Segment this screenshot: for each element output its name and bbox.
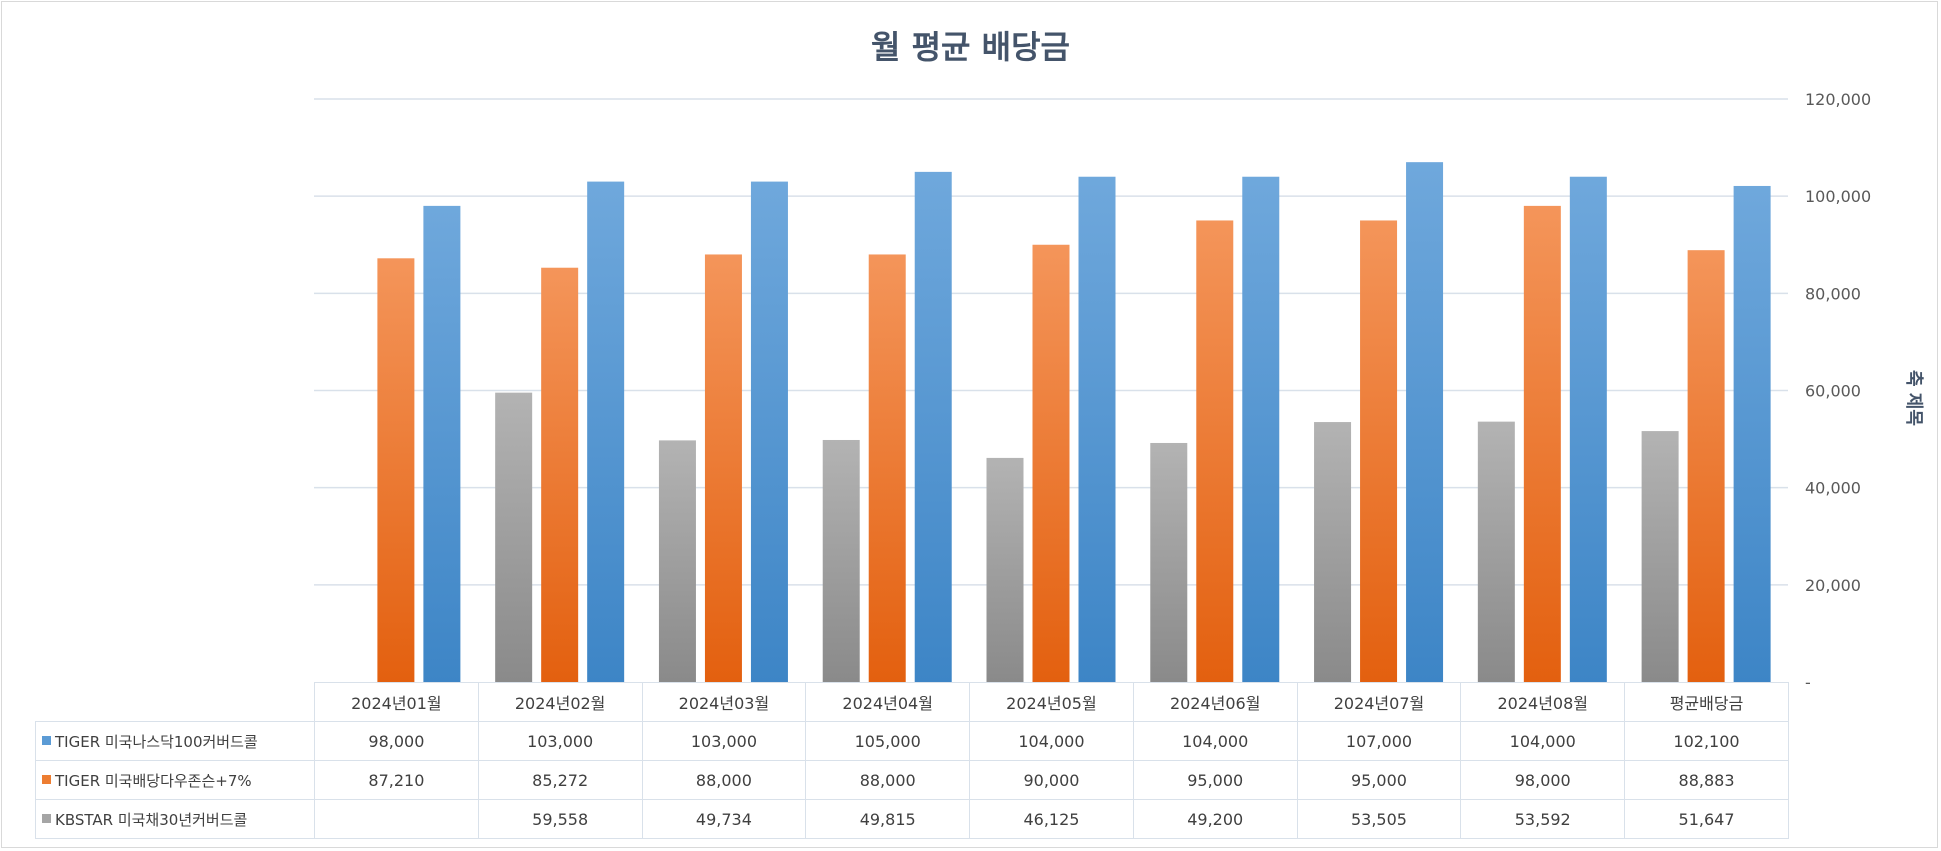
y-tick-label: 40,000 bbox=[1805, 479, 1861, 498]
data-label: 88,000 bbox=[641, 760, 807, 800]
bar-series-1-5 bbox=[1196, 220, 1234, 683]
data-label: 49,815 bbox=[805, 799, 971, 839]
data-label: 104,000 bbox=[1132, 721, 1298, 761]
y-tick-label: 100,000 bbox=[1805, 187, 1871, 206]
table-row: KBSTAR 미국채30년커버드콜 59,558 49,734 49,815 46,12… bbox=[35, 799, 1789, 839]
legend-swatch bbox=[42, 774, 51, 784]
data-label: 105,000 bbox=[805, 721, 971, 761]
bar-series-1-2 bbox=[704, 254, 742, 682]
y-tick-label: 80,000 bbox=[1805, 284, 1861, 303]
bar-series-0-6 bbox=[1406, 162, 1444, 683]
data-label: 85,272 bbox=[477, 760, 643, 800]
x-tick-label: 2024년04월 bbox=[805, 682, 971, 722]
bar-series-0-3 bbox=[914, 171, 952, 682]
x-tick-label: 2024년05월 bbox=[969, 682, 1134, 722]
bar-series-2-6 bbox=[1314, 422, 1352, 682]
data-label: 103,000 bbox=[641, 721, 807, 761]
bar-series-2-8 bbox=[1641, 431, 1679, 682]
legend-entry: TIGER 미국나스닥100커버드콜 bbox=[35, 721, 315, 761]
bar-series-0-1 bbox=[587, 181, 625, 682]
y-tick-label: 60,000 bbox=[1805, 382, 1861, 401]
data-label: 104,000 bbox=[969, 721, 1134, 761]
bar-series-1-1 bbox=[541, 267, 579, 682]
data-label: 98,000 bbox=[314, 721, 479, 761]
bar-series-1-7 bbox=[1523, 205, 1561, 682]
data-label: 49,734 bbox=[641, 799, 807, 839]
x-tick-label: 2024년03월 bbox=[641, 682, 807, 722]
bar-series-0-8 bbox=[1733, 185, 1771, 682]
x-tick-label: 2024년07월 bbox=[1296, 682, 1462, 722]
chart-title: 월 평균 배당금 bbox=[871, 28, 1070, 66]
bar-series-0-7 bbox=[1569, 176, 1607, 682]
data-label: 88,000 bbox=[805, 760, 971, 800]
data-label: 102,100 bbox=[1624, 721, 1789, 761]
data-label: 95,000 bbox=[1132, 760, 1298, 800]
table-corner-cell bbox=[35, 682, 315, 722]
y-tick-label: - bbox=[1805, 673, 1811, 692]
data-label: 51,647 bbox=[1624, 799, 1789, 839]
data-label: 49,200 bbox=[1132, 799, 1298, 839]
bar-series-1-0 bbox=[377, 258, 415, 682]
data-label: 88,883 bbox=[1624, 760, 1789, 800]
bar-series-0-2 bbox=[750, 181, 788, 682]
table-header-row: 2024년01월 2024년02월 2024년03월 2024년04월 2024년05월… bbox=[35, 682, 1789, 722]
legend-label: KBSTAR 미국채30년커버드콜 bbox=[55, 810, 248, 829]
data-label: 53,505 bbox=[1296, 799, 1462, 839]
bar-series-2-2 bbox=[658, 440, 696, 682]
y-tick-label: 20,000 bbox=[1805, 576, 1861, 595]
data-label: 90,000 bbox=[969, 760, 1134, 800]
data-label: 46,125 bbox=[969, 799, 1134, 839]
bar-series-2-5 bbox=[1150, 442, 1188, 682]
bar-series-2-7 bbox=[1477, 421, 1515, 682]
legend-swatch bbox=[42, 813, 51, 823]
x-tick-label: 2024년06월 bbox=[1132, 682, 1298, 722]
data-label: 103,000 bbox=[477, 721, 643, 761]
bar-series-1-4 bbox=[1032, 244, 1070, 682]
y-axis-title: 축 제목 bbox=[1903, 370, 1924, 426]
data-label bbox=[314, 799, 479, 839]
data-label: 107,000 bbox=[1296, 721, 1462, 761]
bar-series-0-4 bbox=[1078, 176, 1116, 682]
bar-series-1-6 bbox=[1360, 220, 1398, 683]
legend-swatch bbox=[42, 735, 51, 745]
bar-series-2-3 bbox=[822, 439, 860, 682]
bar-series-1-3 bbox=[868, 254, 906, 682]
table-row: TIGER 미국나스닥100커버드콜 98,000 103,000 103,000 10… bbox=[35, 721, 1789, 761]
data-label: 59,558 bbox=[477, 799, 643, 839]
data-label: 95,000 bbox=[1296, 760, 1462, 800]
legend-label: TIGER 미국배당다우존슨+7% bbox=[55, 771, 252, 790]
x-tick-label: 2024년01월 bbox=[314, 682, 479, 722]
legend-entry: TIGER 미국배당다우존슨+7% bbox=[35, 760, 315, 800]
table-row: TIGER 미국배당다우존슨+7% 87,210 85,272 88,000 88,00… bbox=[35, 760, 1789, 800]
bar-series-0-5 bbox=[1242, 176, 1280, 682]
x-tick-label: 2024년02월 bbox=[477, 682, 643, 722]
data-label: 98,000 bbox=[1460, 760, 1626, 800]
legend-entry: KBSTAR 미국채30년커버드콜 bbox=[35, 799, 315, 839]
bar-series-0-0 bbox=[423, 205, 461, 682]
bar-series-2-1 bbox=[495, 392, 533, 682]
data-label: 53,592 bbox=[1460, 799, 1626, 839]
y-tick-label: 120,000 bbox=[1805, 90, 1871, 109]
legend-label: TIGER 미국나스닥100커버드콜 bbox=[55, 732, 258, 751]
bar-series-2-4 bbox=[986, 457, 1024, 682]
x-tick-label: 평균배당금 bbox=[1624, 682, 1789, 722]
data-label: 87,210 bbox=[314, 760, 479, 800]
bar-series-1-8 bbox=[1687, 250, 1725, 682]
x-tick-label: 2024년08월 bbox=[1460, 682, 1626, 722]
chart-data-table: 2024년01월 2024년02월 2024년03월 2024년04월 2024년05월… bbox=[35, 682, 1789, 839]
data-label: 104,000 bbox=[1460, 721, 1626, 761]
